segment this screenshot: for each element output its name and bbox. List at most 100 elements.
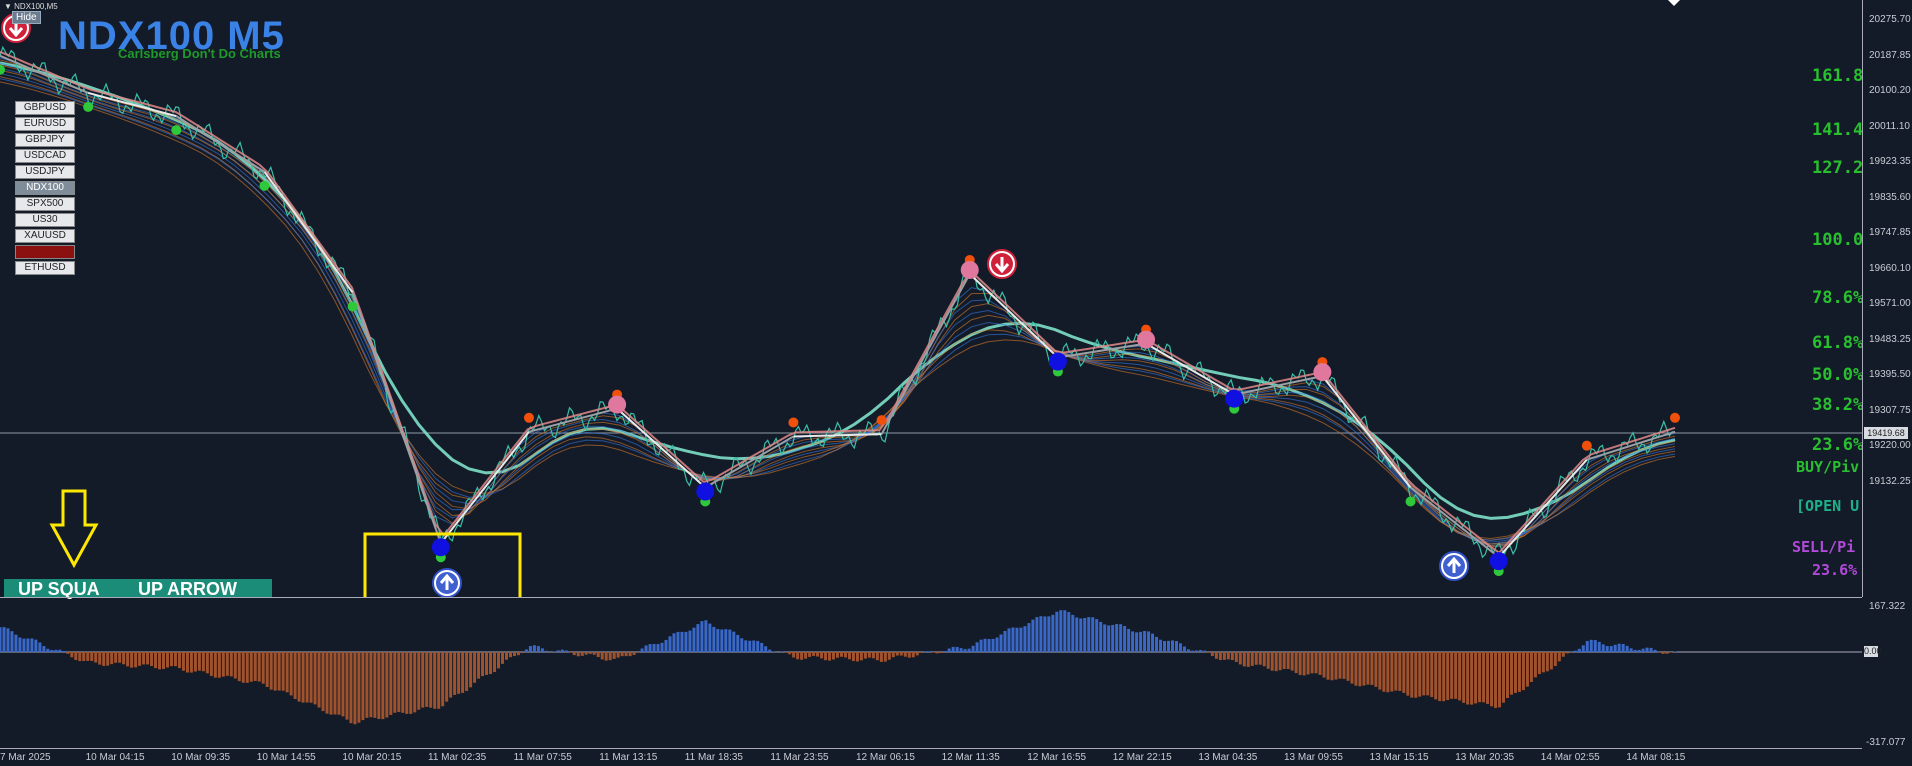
osc-scale-bottom: -317.077 (1866, 737, 1906, 748)
signal-dot (259, 180, 270, 191)
swing-low-dot (1225, 389, 1244, 408)
price-tick: 19747.85 (1869, 227, 1911, 238)
ma-ribbon-line (0, 72, 1676, 543)
price-tick: 19132.25 (1869, 475, 1911, 487)
hide-button[interactable]: Hide (12, 11, 41, 24)
subwindow-separator[interactable] (0, 597, 1862, 598)
zigzag-segment (880, 273, 971, 435)
highlight-box (363, 532, 522, 597)
symbol-button-spx500[interactable]: SPX500 (15, 197, 75, 211)
swing-low-dot (431, 538, 450, 557)
symbol-button-usdjpy[interactable]: USDJPY (15, 165, 75, 179)
price-tick: 19307.75 (1869, 404, 1911, 416)
zigzag-segment (87, 91, 177, 118)
time-tick: 7 Mar 2025 (0, 752, 51, 763)
up-arrow-signal-icon-glyph (439, 573, 455, 590)
zigzag-segment (1321, 375, 1412, 489)
up-arrow-signal-icon (432, 568, 462, 597)
up-arrow-signal-icon-glyph (1446, 556, 1462, 573)
zigzag-segment (1145, 342, 1235, 396)
time-axis[interactable]: 7 Mar 2025 10 Mar 04:15 10 Mar 09:35 10 Mar… (0, 748, 1862, 766)
shift-marker-icon[interactable] (1668, 0, 1680, 6)
chart-title: NDX100 M5 (58, 14, 285, 58)
signal-left-text: UP SQUA (18, 579, 100, 599)
zigzag-segment (528, 407, 618, 433)
symbol-button-usdcad[interactable]: USDCAD (15, 149, 75, 163)
chart-subtitle: Carlsberg Don't Do Charts (118, 46, 281, 61)
signal-right-text: UP ARROW (138, 579, 237, 599)
price-tick: 20011.10 (1869, 120, 1910, 132)
zigzag-segment (0, 54, 89, 94)
price-tick: 19571.00 (1869, 298, 1911, 309)
swing-high-dot (1313, 363, 1332, 382)
symbol-button-gbpjpy[interactable]: GBPJPY (15, 133, 75, 147)
ma-ribbon-line (0, 69, 1676, 545)
time-tick: 13 Mar 04:35 (1198, 752, 1258, 763)
price-tick: 19220.00 (1869, 440, 1911, 451)
time-tick: 11 Mar 23:55 (770, 752, 829, 763)
symbol-button-xauusd[interactable]: XAUUSD (15, 229, 75, 243)
signal-dot (171, 125, 182, 136)
osc-scale-zero: 0.00 (1864, 646, 1882, 657)
fib-level-label: 161.8 (1812, 66, 1862, 86)
price-chart-canvas[interactable] (0, 0, 1862, 597)
price-tick: 20100.20 (1869, 85, 1911, 96)
swing-low-dot (696, 482, 715, 501)
slow-moving-average (0, 61, 1676, 520)
symbol-button-us30[interactable]: US30 (15, 213, 75, 227)
signal-dot (83, 101, 94, 112)
symbol-button-gbpusd[interactable]: GBPUSD (15, 101, 75, 115)
time-tick: 10 Mar 04:15 (85, 752, 145, 763)
symbol-button-ndx100[interactable]: NDX100 (15, 181, 75, 195)
main-chart-panel[interactable] (0, 0, 1863, 597)
fib-levels-panel: 161.8 141.4 127.2 100.0 78.6% 61.8% 50.0% 38.2%… (1780, 0, 1862, 597)
fast-moving-average (0, 50, 1676, 555)
yellow-down-arrow-icon (49, 489, 99, 569)
signal-dot (1405, 496, 1416, 507)
price-tick: 19395.50 (1869, 369, 1911, 380)
ma-ribbon-line (0, 76, 1676, 541)
symbol-button-brentusd[interactable]: BRENTUSD (15, 245, 75, 259)
signal-dot (0, 64, 5, 75)
signal-dot (1581, 440, 1592, 451)
zigzag-segment (704, 435, 794, 489)
price-tick: 20187.85 (1869, 49, 1911, 61)
time-tick: 11 Mar 18:35 (684, 752, 743, 763)
fib-level-label: 61.8% (1812, 333, 1862, 353)
zigzag-segment (1497, 458, 1588, 558)
symbol-button-eurusd[interactable]: EURUSD (15, 117, 75, 131)
signal-dot (788, 417, 799, 428)
fib-level-label: 23.6% (1812, 561, 1858, 579)
down-arrow-signal-icon (987, 249, 1017, 279)
swing-high-dot (1137, 330, 1156, 349)
zigzag-segment (1409, 486, 1500, 558)
ma-ribbon-line (0, 59, 1676, 548)
price-tick: 20275.70 (1869, 14, 1911, 25)
time-tick: 11 Mar 07:55 (513, 752, 572, 763)
oscillator-canvas[interactable] (0, 598, 1862, 748)
fib-level-label: 100.0 (1812, 230, 1862, 250)
price-tick: 19483.25 (1869, 333, 1911, 345)
ma-ribbon-line (0, 67, 1676, 545)
signal-dot (876, 415, 887, 426)
fib-level-label: SELL/Pi (1792, 538, 1856, 556)
signal-dot (1670, 412, 1680, 423)
time-tick: 12 Mar 11:35 (941, 752, 1000, 763)
zigzag-segment (793, 433, 882, 438)
price-tick: 19660.10 (1869, 262, 1911, 274)
price-tick: 19923.35 (1869, 156, 1911, 167)
fib-level-label: 50.0% (1812, 365, 1862, 385)
up-arrow-signal-icon (1439, 551, 1469, 581)
time-tick: 10 Mar 14:55 (256, 752, 316, 763)
fib-level-label: 141.4 (1812, 120, 1862, 140)
ma-ribbon-line (0, 64, 1676, 546)
swing-low-dot (1048, 352, 1067, 371)
time-tick: 12 Mar 16:55 (1027, 752, 1087, 763)
ma-ribbon-line (0, 81, 1676, 539)
ma-ribbon-line (0, 78, 1676, 541)
signal-dot (523, 412, 534, 423)
symbol-button-ethusd[interactable]: ETHUSD (15, 261, 75, 275)
swing-high-dot (608, 395, 627, 414)
signal-dot (347, 301, 358, 312)
price-scale[interactable]: 20275.70 20187.85 20100.20 20011.10 19923.35… (1863, 0, 1912, 597)
